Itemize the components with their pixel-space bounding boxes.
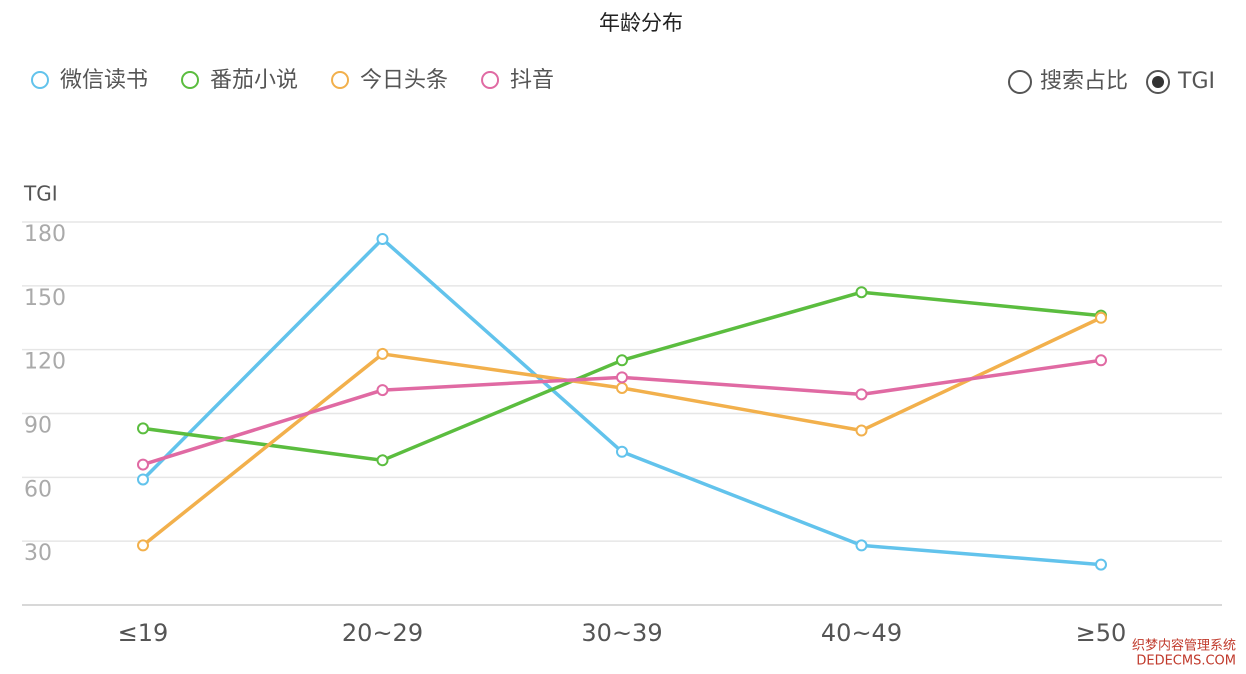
data-point [376,347,389,360]
data-point [376,454,389,467]
x-tick-label: 40~49 [821,619,902,647]
data-point [616,354,628,367]
y-tick-label: 60 [24,477,52,502]
chart-title: 年龄分布 [599,11,683,35]
legend-label[interactable]: 抖音 [510,68,554,93]
legend-label[interactable]: 微信读书 [60,68,148,93]
data-point [137,473,149,486]
y-tick-label: 120 [24,350,66,375]
watermark: 织梦内容管理系统 [1132,638,1236,654]
data-point [855,539,868,552]
x-tick-label: 30~39 [581,619,662,647]
y-tick-label: 30 [24,541,52,566]
x-tick-label: ≥50 [1076,619,1127,647]
y-tick-label: 90 [24,414,52,439]
legend-marker [331,71,350,89]
x-tick-label: ≤19 [118,619,169,647]
y-tick-label: 150 [24,286,66,311]
toggle-radio-dot: TGI [1152,76,1165,88]
legend-label[interactable]: 番茄小说 [210,68,298,93]
data-point [137,422,149,435]
data-point [855,286,868,299]
data-point [1095,354,1107,367]
data-point [616,371,628,384]
legend-label[interactable]: 今日头条 [360,68,448,93]
data-point [1095,558,1107,571]
data-point [855,388,868,401]
data-point [137,539,149,552]
toggle-label[interactable]: TGI [1177,69,1215,94]
y-axis-label: TGI [23,182,58,206]
x-tick-label: 20~29 [342,619,423,647]
series-line [141,237,1102,567]
data-point [616,381,628,394]
data-point [1095,311,1107,324]
data-point [616,445,628,458]
legend-marker [481,71,500,89]
data-point [855,424,868,437]
series-line [141,316,1102,547]
toggle-label[interactable]: 搜索占比 [1040,69,1128,94]
data-point [376,384,389,397]
legend-marker [31,71,49,89]
toggle-radio[interactable] [1008,70,1032,94]
data-point [137,458,149,471]
y-tick-label: 180 [24,222,66,247]
data-point [376,233,389,246]
watermark: DEDECMS.COM [1136,654,1236,669]
legend-marker [181,71,200,89]
